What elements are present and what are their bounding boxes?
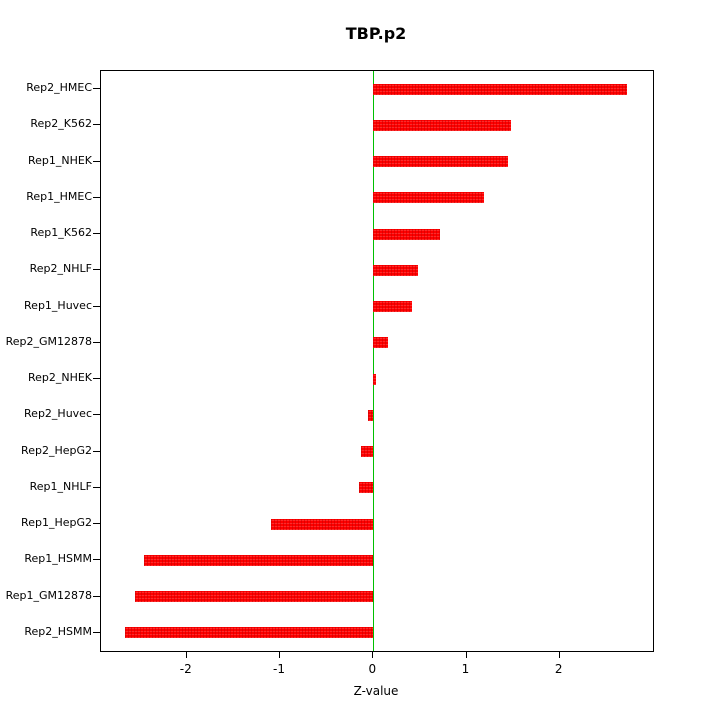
y-category-label: Rep2_K562 <box>30 117 92 131</box>
y-axis-tick <box>93 341 100 343</box>
y-category-label: Rep1_NHLF <box>29 479 92 493</box>
y-axis-tick <box>93 88 100 90</box>
bar <box>373 83 627 95</box>
y-category-label: Rep1_HepG2 <box>21 516 92 530</box>
y-axis-tick <box>93 523 100 525</box>
bar <box>373 264 419 276</box>
y-category-label: Rep1_K562 <box>30 226 92 240</box>
bar <box>125 627 374 639</box>
y-axis-tick <box>93 414 100 416</box>
bar <box>367 409 374 421</box>
y-axis-tick <box>93 196 100 198</box>
x-axis-label: Z-value <box>353 684 399 698</box>
x-tick-label: -2 <box>179 662 192 676</box>
y-axis-tick <box>93 595 100 597</box>
y-category-label: Rep2_Huvec <box>24 407 92 421</box>
x-axis-tick <box>185 651 187 658</box>
y-axis-tick <box>93 305 100 307</box>
zero-line <box>373 71 375 651</box>
x-axis-tick <box>465 651 467 658</box>
x-tick-label: -1 <box>273 662 285 676</box>
y-category-label: Rep1_HMEC <box>26 189 92 203</box>
x-tick-label: 2 <box>554 662 563 676</box>
y-category-label: Rep2_HepG2 <box>21 443 92 457</box>
y-axis-tick <box>93 160 100 162</box>
y-axis-tick <box>93 559 100 561</box>
y-category-label: Rep2_NHLF <box>29 262 92 276</box>
y-axis-tick <box>93 269 100 271</box>
bar <box>373 337 389 349</box>
bar <box>373 156 509 168</box>
bar <box>361 446 374 458</box>
x-tick-label: 0 <box>368 662 377 676</box>
y-axis-tick <box>93 486 100 488</box>
bar <box>373 373 377 385</box>
bar <box>373 301 413 313</box>
y-axis-tick <box>93 631 100 633</box>
y-axis-tick <box>93 233 100 235</box>
bar <box>143 554 374 566</box>
y-category-label: Rep2_HMEC <box>26 81 92 95</box>
y-category-label: Rep1_GM12878 <box>5 588 92 602</box>
bar <box>373 228 441 240</box>
bar <box>373 119 512 131</box>
y-category-label: Rep2_HSMM <box>24 624 92 638</box>
y-axis-tick <box>93 450 100 452</box>
bar <box>270 518 374 530</box>
x-axis-tick <box>279 651 281 658</box>
bar <box>359 482 374 494</box>
y-category-label: Rep2_GM12878 <box>5 334 92 348</box>
y-axis-tick <box>93 378 100 380</box>
bar <box>134 591 374 603</box>
x-axis-tick <box>372 651 374 658</box>
y-category-label: Rep1_HSMM <box>24 552 92 566</box>
y-axis-tick <box>93 124 100 126</box>
bar <box>373 192 485 204</box>
x-axis-tick <box>558 651 560 658</box>
y-category-label: Rep2_NHEK <box>27 371 92 385</box>
plot-area <box>100 70 654 652</box>
chart-title: TBP.p2 <box>345 24 407 43</box>
x-tick-label: 1 <box>461 662 470 676</box>
y-category-label: Rep1_NHEK <box>27 153 92 167</box>
y-category-label: Rep1_Huvec <box>24 298 92 312</box>
